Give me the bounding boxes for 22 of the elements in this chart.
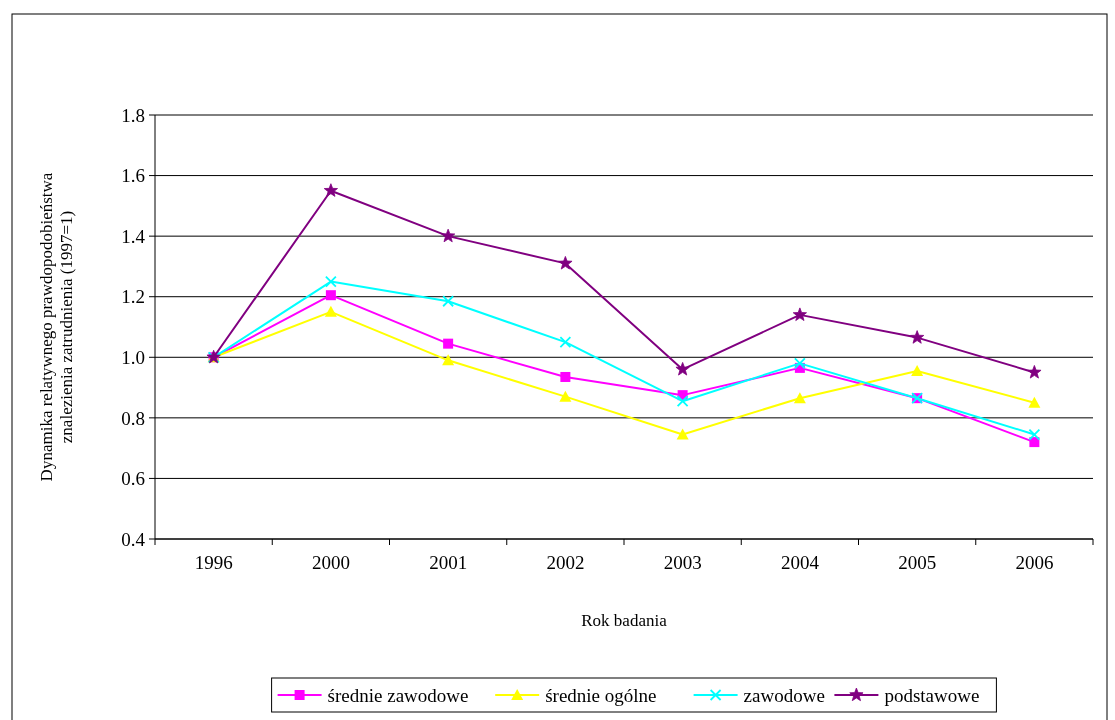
legend-label: średnie zawodowe bbox=[327, 684, 469, 706]
y-tick-label: 1.6 bbox=[121, 165, 145, 187]
y-tick-label: 0.6 bbox=[121, 468, 145, 490]
x-tick-label: 2004 bbox=[780, 552, 820, 573]
legend-label: podstawowe bbox=[884, 684, 980, 706]
y-tick-label: 1.8 bbox=[121, 104, 145, 126]
x-tick-label: 2006 bbox=[1015, 552, 1054, 573]
x-tick-label: 1996 bbox=[194, 552, 233, 573]
y-tick-label: 0.4 bbox=[121, 528, 146, 550]
x-tick-label: 2002 bbox=[546, 552, 585, 573]
x-axis-title: Rok badania bbox=[581, 611, 668, 630]
x-tick-label: 2003 bbox=[663, 552, 702, 573]
x-tick-label: 2005 bbox=[898, 552, 937, 573]
y-axis-title: Dynamika relatywnego prawdopodobieństwa znalezienia zatrudnienia (1997=1) bbox=[37, 172, 76, 482]
y-tick-label: 0.8 bbox=[121, 407, 145, 429]
y-tick-label: 1.0 bbox=[121, 346, 145, 368]
y-tick-label: 1.2 bbox=[121, 286, 145, 308]
x-tick-label: 2000 bbox=[311, 552, 350, 573]
y-tick-label: 1.4 bbox=[121, 225, 146, 247]
x-tick-label: 2001 bbox=[429, 552, 468, 573]
legend-label: zawodowe bbox=[743, 684, 825, 706]
legend-label: średnie ogólne bbox=[545, 684, 657, 706]
